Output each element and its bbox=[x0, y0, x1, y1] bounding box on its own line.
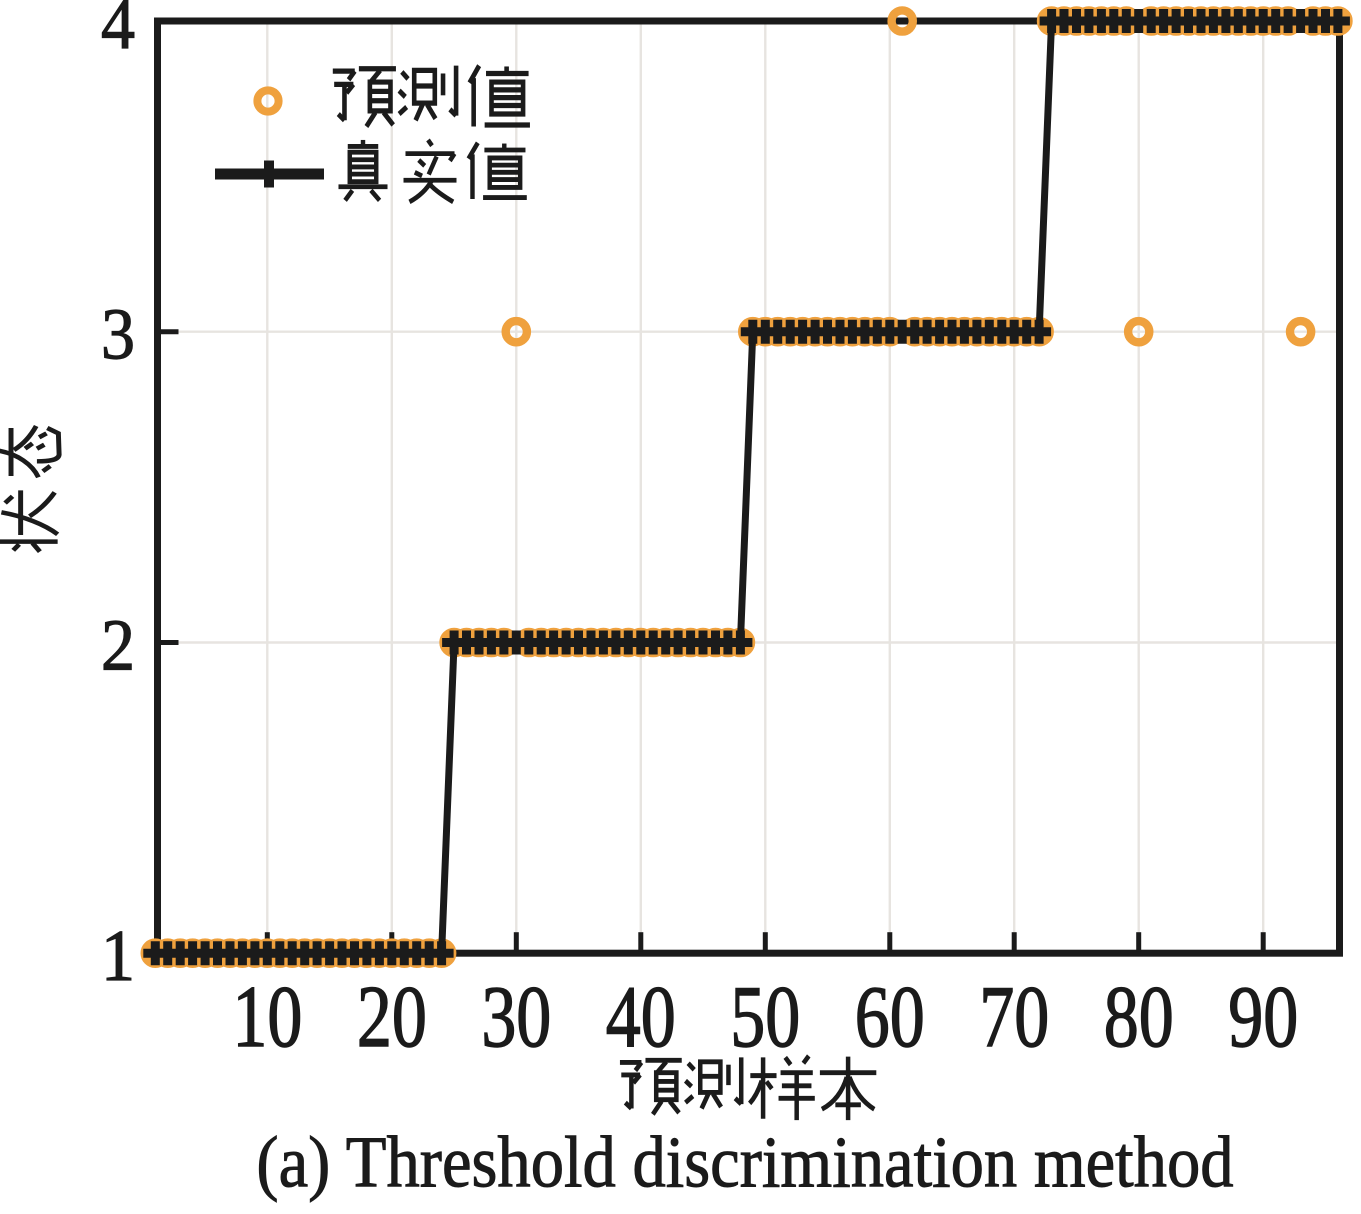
svg-text:(a) Threshold discrimination m: (a) Threshold discrimination method bbox=[256, 1123, 1233, 1203]
svg-text:4: 4 bbox=[101, 0, 135, 64]
svg-text:1: 1 bbox=[101, 916, 135, 997]
svg-text:20: 20 bbox=[357, 968, 427, 1065]
svg-text:40: 40 bbox=[606, 968, 676, 1065]
svg-text:10: 10 bbox=[232, 968, 302, 1065]
svg-text:3: 3 bbox=[101, 294, 135, 375]
svg-text:2: 2 bbox=[101, 605, 135, 686]
svg-text:50: 50 bbox=[730, 968, 800, 1065]
svg-text:60: 60 bbox=[855, 968, 925, 1065]
svg-text:90: 90 bbox=[1228, 968, 1298, 1065]
svg-text:80: 80 bbox=[1104, 968, 1174, 1065]
svg-text:70: 70 bbox=[979, 968, 1049, 1065]
svg-text:30: 30 bbox=[481, 968, 551, 1065]
